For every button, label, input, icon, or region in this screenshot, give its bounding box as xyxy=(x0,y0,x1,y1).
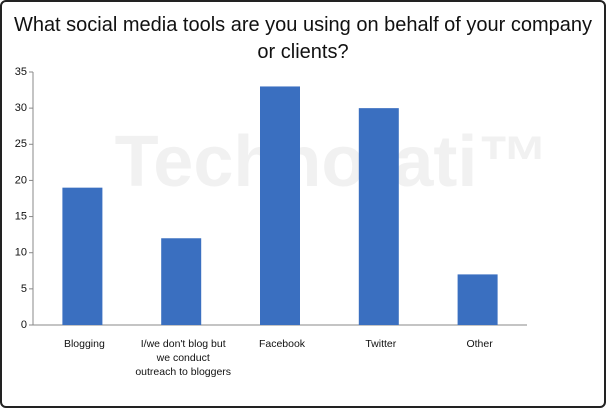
y-tick-label: 35 xyxy=(15,66,27,78)
x-tick-label: Other xyxy=(466,338,493,350)
x-tick-label: Facebook xyxy=(258,338,306,350)
bar xyxy=(457,274,498,325)
y-tick-label: 20 xyxy=(15,174,27,186)
x-tick-label: Blogging xyxy=(63,338,105,350)
x-tick-label: Twitter xyxy=(365,338,397,350)
watermark: Technorati™ xyxy=(115,122,550,202)
bar xyxy=(161,238,202,325)
bar xyxy=(260,86,300,325)
y-tick-label: 0 xyxy=(21,319,27,331)
y-tick-label: 10 xyxy=(15,247,27,259)
x-tick-label: I/we don't blog but we conduct outreach … xyxy=(135,338,232,378)
chart-title: What social media tools are you using on… xyxy=(13,14,593,63)
y-tick-label: 15 xyxy=(15,210,27,222)
y-tick-label: 5 xyxy=(21,283,27,295)
bar xyxy=(358,108,399,326)
bar xyxy=(62,187,103,325)
y-tick-label: 25 xyxy=(15,138,27,150)
y-tick-label: 30 xyxy=(15,102,27,114)
